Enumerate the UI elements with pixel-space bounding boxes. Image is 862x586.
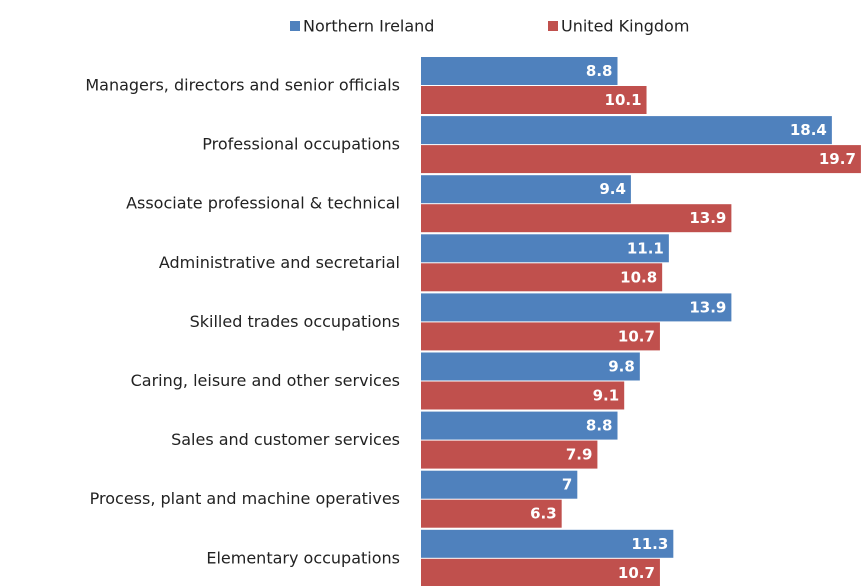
y-tick-label: Caring, leisure and other services [131, 371, 400, 390]
value-label: 18.4 [790, 121, 827, 139]
bar [421, 86, 647, 114]
bar [421, 293, 732, 322]
y-tick-label: Managers, directors and senior officials [85, 76, 400, 95]
y-tick-label: Elementary occupations [206, 548, 400, 567]
value-label: 13.9 [689, 298, 726, 316]
value-label: 9.1 [593, 387, 620, 405]
bar [421, 411, 618, 440]
value-label: 9.4 [599, 180, 626, 198]
bar [421, 440, 598, 469]
bar [421, 116, 832, 145]
bar [421, 234, 669, 263]
value-label: 10.7 [618, 564, 655, 582]
bar [421, 263, 663, 292]
legend-label: United Kingdom [561, 17, 689, 36]
y-tick-label: Skilled trades occupations [190, 312, 400, 331]
value-label: 10.7 [618, 327, 655, 345]
value-label: 11.3 [631, 535, 668, 553]
value-label: 7.9 [566, 446, 593, 464]
y-tick-label: Associate professional & technical [126, 194, 400, 213]
value-label: 19.7 [819, 150, 856, 168]
bar [421, 57, 618, 85]
bar [421, 499, 562, 528]
y-tick-label: Sales and customer services [171, 430, 400, 449]
bar [421, 145, 861, 174]
bar [421, 470, 578, 499]
value-label: 8.8 [586, 417, 613, 435]
y-tick-label: Process, plant and machine operatives [90, 489, 400, 508]
bar [421, 322, 660, 351]
legend-swatch [548, 21, 558, 31]
value-label: 11.1 [627, 239, 664, 257]
bar [421, 529, 674, 558]
bar [421, 175, 631, 204]
legend-swatch [290, 21, 300, 31]
y-tick-label: Professional occupations [202, 135, 400, 154]
value-label: 13.9 [689, 209, 726, 227]
y-tick-label: Administrative and secretarial [159, 253, 400, 272]
value-label: 10.1 [605, 91, 642, 109]
legend-label: Northern Ireland [303, 17, 434, 36]
bar [421, 204, 732, 233]
value-label: 6.3 [530, 505, 557, 523]
value-label: 8.8 [586, 62, 613, 80]
bar [421, 381, 625, 410]
bar [421, 352, 640, 381]
value-label: 9.8 [608, 358, 635, 376]
value-label: 7 [562, 476, 572, 494]
value-label: 10.8 [620, 268, 657, 286]
bar [421, 558, 660, 586]
